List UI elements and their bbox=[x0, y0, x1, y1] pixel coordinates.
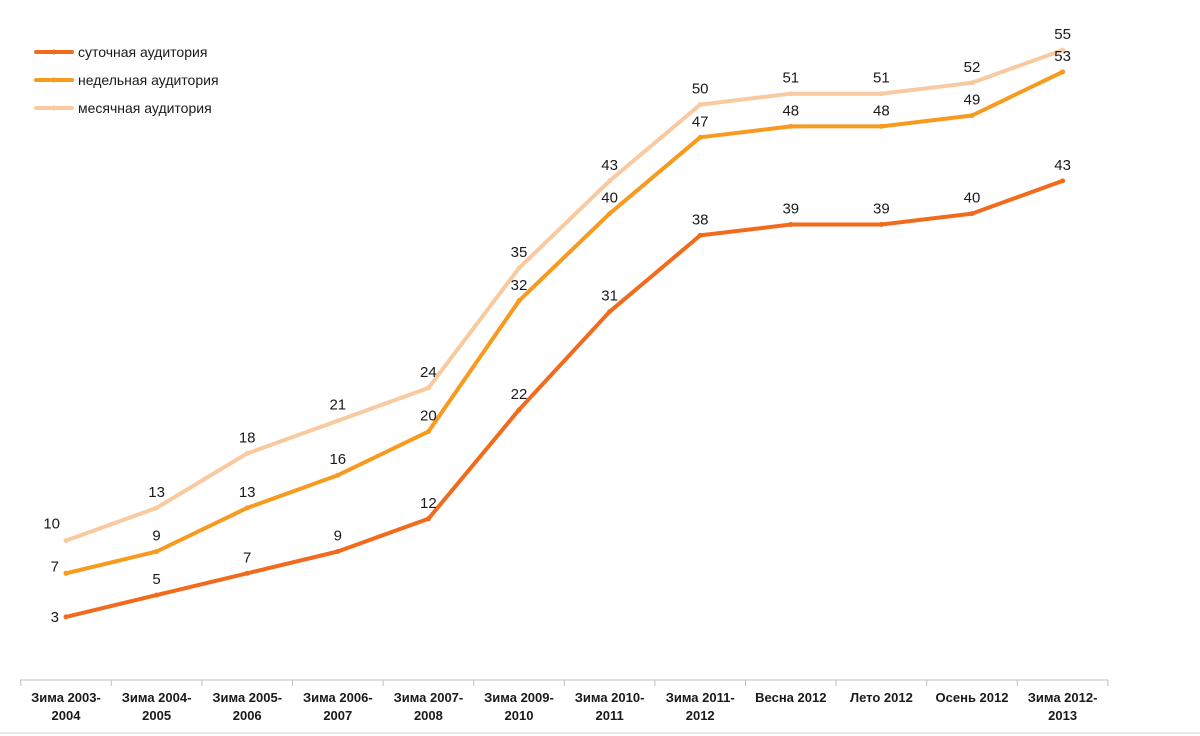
data-point bbox=[425, 385, 431, 391]
series-line-2 bbox=[64, 69, 1065, 576]
data-point bbox=[154, 505, 160, 511]
x-tick-label: Зима 2011-2012 bbox=[666, 690, 735, 723]
data-point bbox=[969, 113, 975, 118]
value-label: 18 bbox=[239, 429, 256, 446]
series-layer bbox=[63, 47, 1066, 620]
data-point bbox=[154, 549, 160, 554]
value-label: 38 bbox=[692, 211, 709, 228]
value-label: 43 bbox=[601, 157, 618, 174]
value-label: 48 bbox=[873, 102, 890, 119]
value-label: 55 bbox=[1054, 26, 1071, 43]
x-tick-label: Зима 2012-2013 bbox=[1028, 690, 1098, 723]
value-label: 32 bbox=[511, 277, 528, 294]
data-point bbox=[516, 265, 522, 271]
data-point bbox=[244, 570, 250, 576]
x-tick-label: Лето 2012 bbox=[850, 690, 913, 705]
data-point bbox=[788, 222, 794, 227]
data-point bbox=[969, 80, 975, 86]
legend-label: месячная аудитория bbox=[78, 100, 212, 116]
value-label: 51 bbox=[782, 70, 799, 87]
data-point bbox=[244, 505, 250, 511]
data-point bbox=[1060, 178, 1066, 184]
legend-label: недельная аудитория bbox=[78, 72, 219, 88]
value-label: 5 bbox=[152, 571, 160, 588]
value-label: 7 bbox=[243, 549, 251, 566]
value-label: 35 bbox=[511, 244, 528, 261]
value-label: 50 bbox=[692, 81, 709, 98]
data-point bbox=[697, 134, 703, 140]
value-label: 10 bbox=[43, 516, 60, 533]
series-line-1 bbox=[64, 178, 1065, 619]
legend-label: суточная аудитория bbox=[78, 44, 207, 60]
value-label: 13 bbox=[148, 484, 165, 501]
legend-marker bbox=[51, 49, 57, 55]
value-label: 43 bbox=[1054, 157, 1071, 174]
data-point bbox=[697, 232, 703, 238]
value-label: 40 bbox=[964, 190, 981, 207]
value-label: 49 bbox=[964, 92, 981, 109]
data-point bbox=[788, 91, 794, 97]
value-label: 53 bbox=[1054, 48, 1071, 65]
value-label: 9 bbox=[334, 528, 342, 545]
data-point bbox=[154, 592, 160, 598]
value-label: 51 bbox=[873, 70, 890, 87]
value-label: 24 bbox=[420, 364, 437, 381]
data-point bbox=[425, 429, 431, 435]
data-point bbox=[607, 178, 613, 184]
value-label: 47 bbox=[692, 113, 709, 130]
value-label: 13 bbox=[239, 484, 256, 501]
data-point bbox=[697, 102, 703, 108]
data-point bbox=[607, 309, 613, 315]
x-tick-label: Зима 2009-2010 bbox=[484, 690, 554, 723]
value-label: 39 bbox=[782, 201, 799, 218]
data-point bbox=[63, 570, 69, 576]
x-tick-label: Зима 2010-2011 bbox=[575, 690, 645, 723]
value-label: 52 bbox=[964, 59, 981, 76]
x-tick-label: Зима 2007-2008 bbox=[394, 690, 464, 723]
value-label: 16 bbox=[329, 451, 346, 468]
legend: суточная аудитория недельная аудитория мес… bbox=[34, 44, 219, 116]
value-label: 9 bbox=[152, 528, 160, 545]
data-point bbox=[335, 418, 341, 424]
data-point bbox=[425, 516, 431, 522]
x-tick-label: Зима 2004-2005 bbox=[122, 690, 192, 723]
value-label: 48 bbox=[782, 102, 799, 119]
value-label: 3 bbox=[51, 609, 59, 626]
x-tick-label: Зима 2005-2006 bbox=[212, 690, 282, 723]
value-label: 40 bbox=[601, 190, 618, 207]
x-tick-label: Осень 2012 bbox=[936, 690, 1009, 705]
value-label: 7 bbox=[51, 558, 59, 575]
x-axis: Зима 2003-2004 Зима 2004-2005 Зима 2005-20… bbox=[0, 679, 1200, 734]
value-label: 31 bbox=[601, 288, 618, 305]
legend-marker bbox=[51, 77, 57, 83]
value-label: 22 bbox=[511, 386, 528, 403]
value-label: 12 bbox=[420, 495, 437, 512]
data-point bbox=[516, 407, 522, 413]
data-point bbox=[244, 450, 250, 456]
series-line-3 bbox=[64, 48, 1065, 543]
data-point bbox=[63, 538, 69, 544]
data-point bbox=[969, 211, 975, 217]
x-tick-label: Весна 2012 bbox=[755, 690, 826, 705]
value-label: 21 bbox=[329, 397, 346, 414]
data-point bbox=[335, 472, 341, 478]
data-point bbox=[1060, 69, 1066, 75]
data-point bbox=[1060, 47, 1066, 53]
data-point bbox=[878, 222, 884, 227]
value-label: 20 bbox=[420, 408, 437, 425]
data-point bbox=[63, 614, 69, 620]
data-point bbox=[516, 298, 522, 304]
data-point bbox=[788, 123, 794, 129]
data-point bbox=[335, 549, 341, 554]
legend-marker bbox=[51, 105, 57, 111]
data-point bbox=[878, 91, 884, 97]
value-label: 39 bbox=[873, 201, 890, 218]
x-tick-label: Зима 2006-2007 bbox=[303, 690, 373, 723]
data-point bbox=[878, 123, 884, 129]
x-tick-label: Зима 2003-2004 bbox=[31, 690, 101, 723]
data-point bbox=[607, 211, 613, 217]
